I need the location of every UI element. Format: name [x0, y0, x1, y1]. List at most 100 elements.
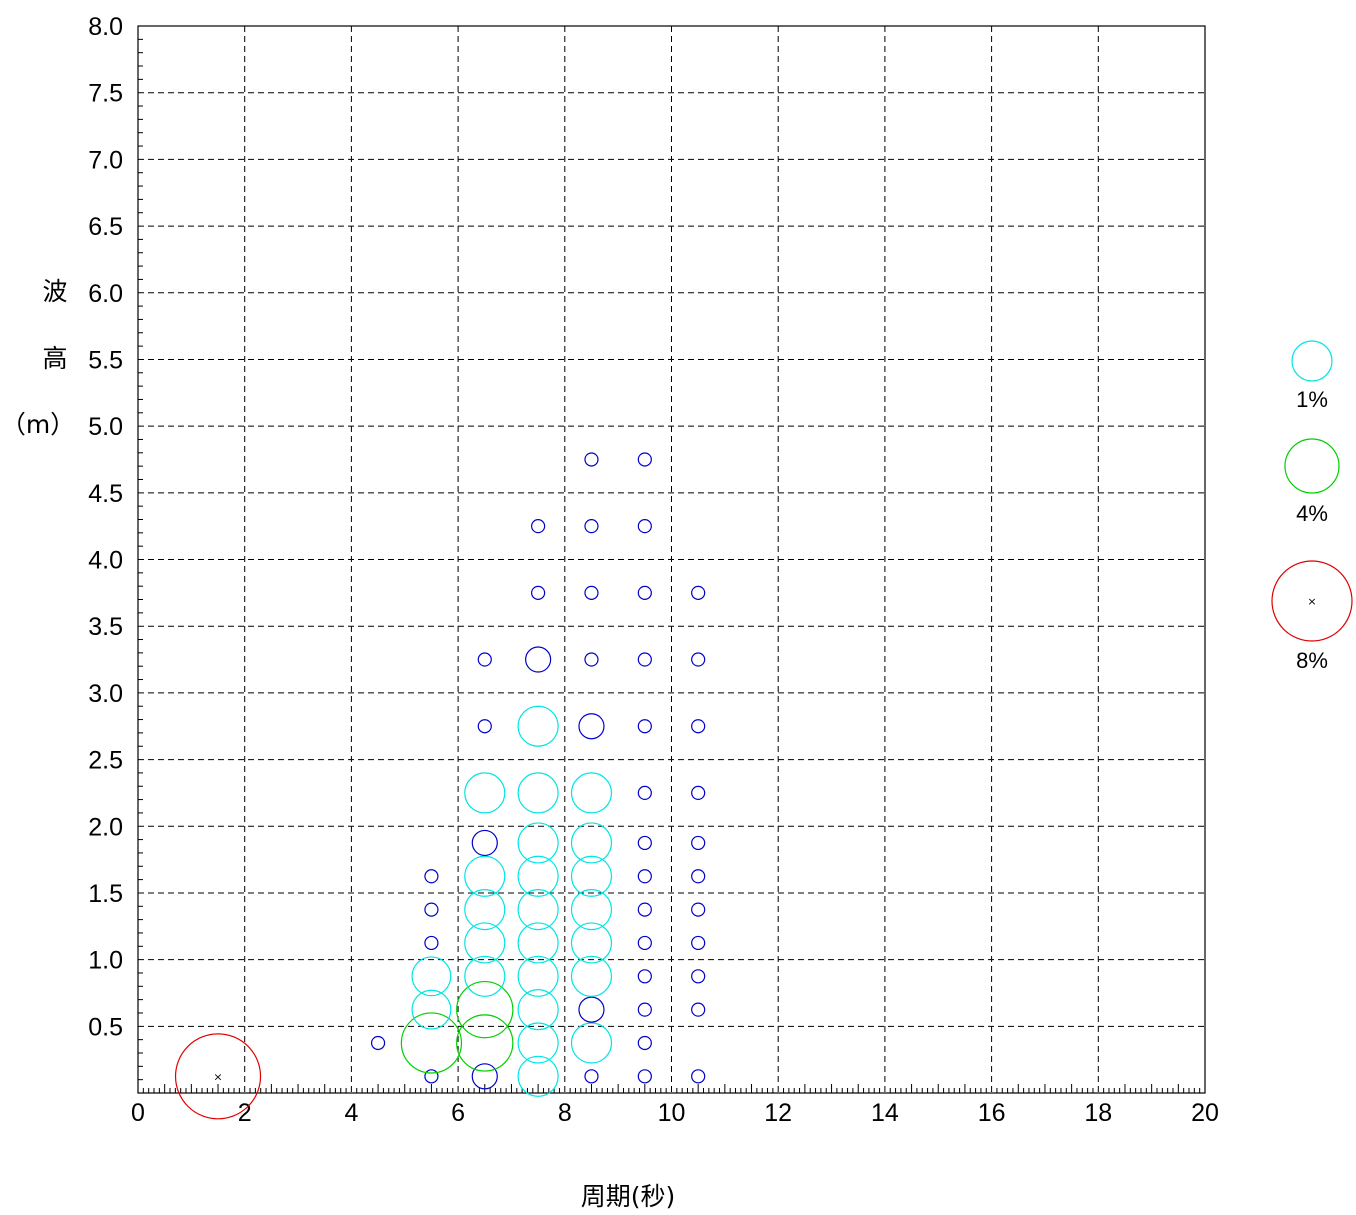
data-point: [424, 935, 439, 951]
x-tick-label: 14: [871, 1099, 899, 1127]
data-point: [691, 1002, 706, 1017]
data-point: [424, 869, 439, 884]
y-tick-label: 4.5: [88, 480, 123, 508]
data-point: [578, 996, 605, 1023]
data-point: [517, 922, 559, 964]
data-point: [424, 902, 439, 917]
data-point: [531, 519, 546, 534]
x-tick-label: 20: [1191, 1099, 1219, 1127]
plot-frame: [137, 25, 1206, 1094]
data-point: [517, 889, 559, 931]
data-point: [637, 585, 652, 600]
y-tick-label: 0.5: [88, 1013, 123, 1041]
data-point: [637, 969, 652, 984]
x-tick-label: 6: [451, 1099, 465, 1127]
data-point: [531, 585, 546, 600]
data-point: [637, 1035, 652, 1051]
center-marker: ×: [213, 1070, 222, 1083]
y-tick-label: 8.0: [88, 13, 123, 41]
data-point: [517, 822, 559, 864]
data-point: [517, 1022, 559, 1064]
y-axis-title-line-1: 波: [42, 277, 67, 306]
y-tick-label: 5.5: [88, 346, 123, 374]
data-point: [570, 889, 613, 931]
data-point: [691, 719, 706, 734]
data-point: [691, 902, 706, 917]
legend-circle: [1291, 340, 1333, 382]
data-point: [517, 955, 559, 997]
legend-label: 4%: [1296, 501, 1328, 526]
y-tick-label: 4.0: [88, 547, 123, 575]
y-tick-label: 6.5: [88, 213, 123, 241]
x-tick-labels: 0 2 4 6 8 10 12 14 16 18 20: [131, 1099, 1219, 1127]
x-tick-label: 0: [131, 1099, 145, 1127]
data-point: [424, 1069, 439, 1084]
data-point: [570, 822, 613, 864]
x-tick-label: 12: [764, 1099, 792, 1127]
y-tick-label: 2.0: [88, 813, 123, 841]
data-point: [637, 1069, 652, 1084]
data-point: [464, 772, 506, 814]
data-point: [691, 869, 706, 884]
data-point: [691, 785, 706, 801]
x-tick-label: 4: [344, 1099, 358, 1127]
data-point: [174, 1033, 262, 1120]
y-tick-label: 6.0: [88, 280, 123, 308]
data-point: [456, 1014, 514, 1072]
x-tick-label: 8: [558, 1099, 572, 1127]
data-point: [637, 835, 652, 851]
data-point: [637, 785, 652, 801]
data-point: [584, 519, 599, 534]
legend-label: 1%: [1296, 387, 1328, 412]
data-point: [691, 969, 706, 984]
data-point: [477, 719, 492, 734]
data-point: [691, 935, 706, 951]
data-point: [517, 855, 559, 897]
data-point: [637, 652, 652, 667]
data-point: [691, 585, 706, 600]
legend-label: 8%: [1296, 648, 1328, 673]
data-point: [584, 585, 599, 600]
data-point: [400, 1012, 463, 1074]
data-point: [464, 955, 506, 997]
legend: 1% 4% × 8%: [1271, 340, 1353, 673]
data-point: [471, 829, 498, 857]
y-tick-label: 7.0: [88, 146, 123, 174]
data-point: [637, 452, 652, 467]
data-point: [517, 989, 559, 1031]
y-tick-label: 5.0: [88, 413, 123, 441]
data-point: [691, 652, 706, 667]
minor-ticks: [138, 38, 1201, 1093]
y-tick-label: 3.5: [88, 613, 123, 641]
data-point: [637, 869, 652, 884]
data-point: [637, 1002, 652, 1017]
data-point: [584, 452, 599, 467]
data-point: [584, 652, 599, 667]
data-point: [637, 719, 652, 734]
data-point: [411, 956, 452, 997]
data-point: [691, 1069, 706, 1084]
data-point: [570, 955, 613, 997]
legend-center-marker: ×: [1307, 595, 1316, 608]
data-point: [637, 935, 652, 951]
data-point: [464, 922, 506, 964]
y-tick-label: 1.0: [88, 947, 123, 975]
x-tick-label: 10: [658, 1099, 686, 1127]
data-point: [471, 1063, 498, 1090]
y-tick-label: 7.5: [88, 80, 123, 108]
data-point: [456, 980, 514, 1039]
data-point: [464, 889, 506, 931]
data-point: [464, 855, 506, 897]
data-point: [578, 713, 605, 740]
data-point: [691, 835, 706, 851]
data-point: [570, 922, 613, 964]
data-point: [637, 902, 652, 917]
data-point: [477, 652, 492, 667]
data-points: ×: [174, 452, 706, 1120]
y-tick-labels: 0.5 1.0 1.5 2.0 2.5 3.0 3.5 4.0 4.5 5.0 5.5 6.0 6.5 7…: [88, 13, 123, 1041]
data-point: [570, 772, 613, 814]
data-point: [517, 1055, 559, 1097]
data-point: [370, 1035, 386, 1051]
legend-circle: [1271, 560, 1353, 642]
y-axis-title-line-2: 高: [42, 344, 67, 373]
